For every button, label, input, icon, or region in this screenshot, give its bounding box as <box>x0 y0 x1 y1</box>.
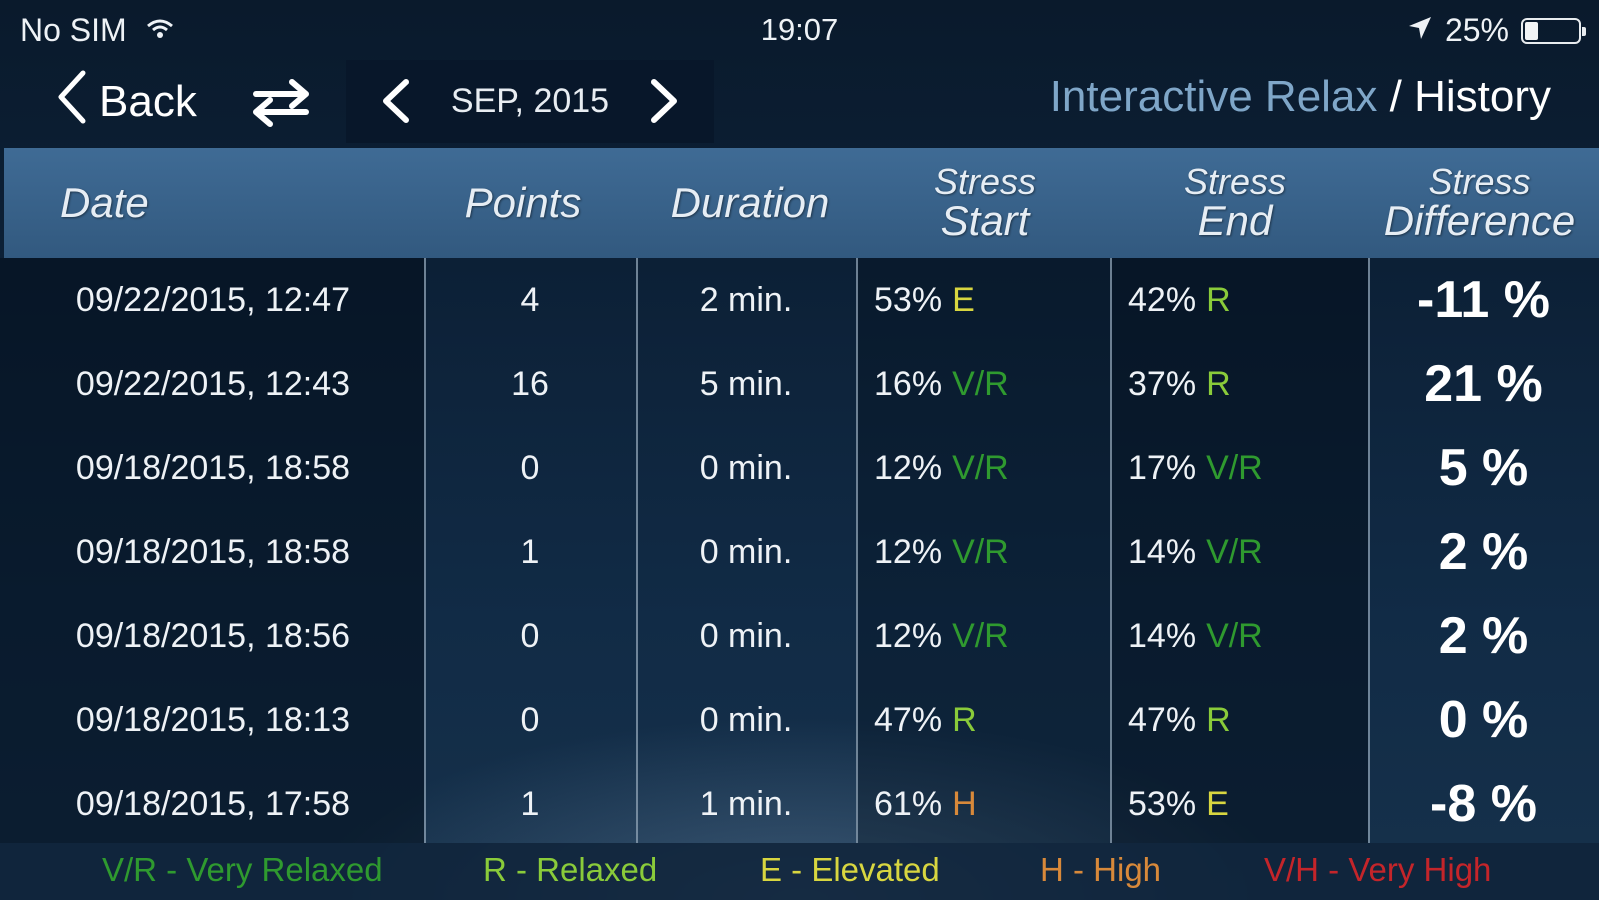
status-left: No SIM <box>20 12 175 49</box>
legend-elevated: E - Elevated <box>760 851 940 888</box>
cell-date: 09/18/2015, 18:58 <box>75 532 351 571</box>
cell-stress-start: 47% R <box>874 700 977 739</box>
stress-legend: V/R - Very Relaxed R - Relaxed E - Eleva… <box>0 843 1599 900</box>
cell-duration: 0 min. <box>699 616 793 655</box>
cell-date: 09/22/2015, 12:43 <box>75 364 351 403</box>
header-date: Date <box>60 179 149 226</box>
cell-date: 09/22/2015, 12:47 <box>75 280 351 319</box>
cell-duration: 5 min. <box>699 364 793 403</box>
column-bg-start <box>856 258 1110 843</box>
cell-stress-difference: 2 % <box>1438 523 1529 581</box>
cell-duration: 2 min. <box>699 280 793 319</box>
cell-duration: 1 min. <box>699 784 793 823</box>
table-row[interactable]: 09/18/2015, 18:13 0 0 min. 47% R 47% R 0 % <box>0 678 1599 762</box>
header-duration: Duration <box>670 179 830 226</box>
carrier-label: No SIM <box>20 12 127 48</box>
cell-stress-end: 37% R <box>1128 364 1231 403</box>
cell-stress-end: 53% E <box>1128 784 1229 823</box>
location-arrow-icon <box>1407 12 1433 49</box>
cell-points: 1 <box>520 784 540 823</box>
swap-arrows-icon[interactable] <box>246 76 316 130</box>
column-divider <box>1110 258 1112 843</box>
back-label: Back <box>99 77 197 126</box>
cell-points: 0 <box>520 616 540 655</box>
cell-stress-start: 61% H <box>874 784 977 823</box>
header-points: Points <box>464 179 582 226</box>
cell-duration: 0 min. <box>699 700 793 739</box>
table-row[interactable]: 09/18/2015, 17:58 1 1 min. 61% H 53% E -8 … <box>0 762 1599 846</box>
cell-points: 0 <box>520 700 540 739</box>
cell-stress-start: 53% E <box>874 280 975 319</box>
cell-date: 09/18/2015, 17:58 <box>75 784 351 823</box>
status-bar: No SIM 19:07 25% <box>0 0 1599 64</box>
header-stress-start: Stress Start <box>933 161 1037 244</box>
cell-stress-end: 47% R <box>1128 700 1231 739</box>
chevron-left-icon <box>55 69 89 136</box>
app-name: Interactive Relax <box>1049 72 1378 121</box>
column-divider <box>424 258 426 843</box>
previous-month-button[interactable] <box>376 78 416 124</box>
header-stress-difference: Stress Difference <box>1383 161 1576 244</box>
status-right: 25% <box>1407 12 1586 49</box>
column-bg-date <box>0 258 424 843</box>
cell-date: 09/18/2015, 18:13 <box>75 700 351 739</box>
status-time: 19:07 <box>760 12 839 47</box>
legend-very-relaxed: V/R - Very Relaxed <box>102 851 383 888</box>
cell-stress-difference: -8 % <box>1430 775 1537 833</box>
back-button[interactable]: Back <box>55 70 197 132</box>
table-row[interactable]: 09/18/2015, 18:58 0 0 min. 12% V/R 17% V/R… <box>0 426 1599 510</box>
column-divider <box>1368 258 1370 843</box>
cell-date: 09/18/2015, 18:58 <box>75 448 351 487</box>
cell-duration: 0 min. <box>699 448 793 487</box>
month-selector: SEP, 2015 <box>346 60 714 143</box>
cell-stress-difference: 21 % <box>1424 355 1543 413</box>
table-row[interactable]: 09/22/2015, 12:43 16 5 min. 16% V/R 37% R … <box>0 342 1599 426</box>
title-separator: / <box>1377 72 1415 121</box>
cell-stress-end: 14% V/R <box>1128 616 1263 655</box>
wifi-icon <box>145 12 175 49</box>
table-row[interactable]: 09/18/2015, 18:58 1 0 min. 12% V/R 14% V/R… <box>0 510 1599 594</box>
legend-relaxed: R - Relaxed <box>483 851 658 888</box>
month-label: SEP, 2015 <box>450 82 610 120</box>
cell-points: 16 <box>511 364 549 403</box>
cell-points: 0 <box>520 448 540 487</box>
cell-stress-end: 17% V/R <box>1128 448 1263 487</box>
cell-stress-start: 12% V/R <box>874 448 1009 487</box>
next-month-button[interactable] <box>644 78 684 124</box>
battery-icon <box>1521 17 1586 44</box>
cell-stress-difference: 2 % <box>1438 607 1529 665</box>
column-bg-end <box>1110 258 1368 843</box>
cell-stress-difference: 0 % <box>1438 691 1529 749</box>
column-divider <box>636 258 638 843</box>
cell-date: 09/18/2015, 18:56 <box>75 616 351 655</box>
cell-stress-start: 12% V/R <box>874 532 1009 571</box>
cell-points: 4 <box>520 280 540 319</box>
cell-stress-difference: 5 % <box>1438 439 1529 497</box>
table-row[interactable]: 09/18/2015, 18:56 0 0 min. 12% V/R 14% V/R… <box>0 594 1599 678</box>
cell-stress-start: 16% V/R <box>874 364 1009 403</box>
cell-stress-start: 12% V/R <box>874 616 1009 655</box>
cell-duration: 0 min. <box>699 532 793 571</box>
cell-points: 1 <box>520 532 540 571</box>
cell-stress-end: 14% V/R <box>1128 532 1263 571</box>
section-name: History <box>1414 72 1551 121</box>
cell-stress-difference: -11 % <box>1417 271 1550 329</box>
legend-high: H - High <box>1040 851 1162 888</box>
column-divider <box>856 258 858 843</box>
table-row[interactable]: 09/22/2015, 12:47 4 2 min. 53% E 42% R -11… <box>0 258 1599 342</box>
header-stress-end: Stress End <box>1183 161 1287 244</box>
page-title: Interactive Relax / History <box>1050 72 1551 122</box>
legend-very-high: V/H - Very High <box>1264 851 1492 888</box>
battery-percent: 25% <box>1444 12 1509 48</box>
cell-stress-end: 42% R <box>1128 280 1231 319</box>
table-header: Date Points Duration Stress Start Stress… <box>4 148 1599 258</box>
